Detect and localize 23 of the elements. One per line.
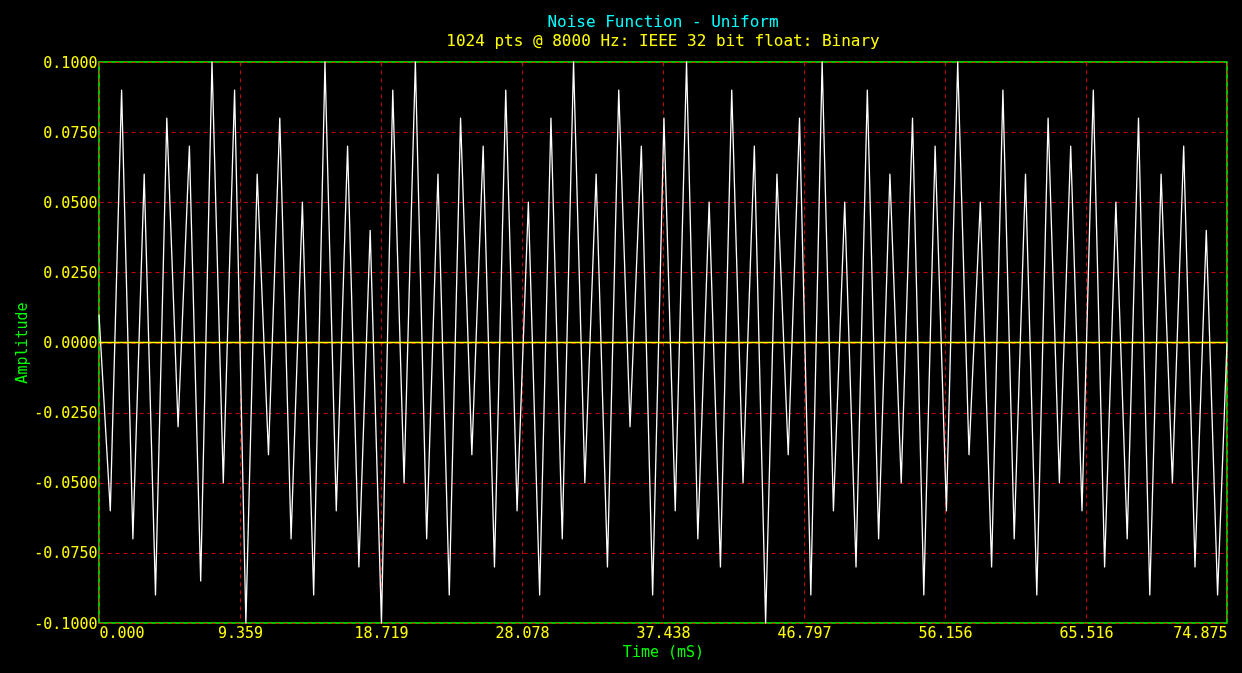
x-tick-label: 56.156 [918,623,973,642]
y-tick-label: -0.1000 [34,614,98,633]
x-tick-label: 28.078 [495,623,550,642]
x-tick-label: 46.797 [777,623,832,642]
y-tick-label: 0.1000 [43,53,98,72]
y-tick-label: 0.0500 [43,193,98,212]
x-tick-label: 18.719 [354,623,409,642]
x-tick-label: 0.000 [99,623,145,642]
y-tick-label: 0.0750 [43,123,98,142]
chart-title: Noise Function - Uniform [547,12,779,31]
chart-subtitle: 1024 pts @ 8000 Hz: IEEE 32 bit float: Binary [446,31,881,50]
x-axis-title: Time (mS) [622,642,705,661]
y-tick-label: 0.0000 [43,334,98,352]
y-tick-label: 0.0250 [43,263,98,282]
line-series [98,61,1228,624]
y-tick-label: -0.0750 [34,544,98,563]
x-tick-label: 9.359 [217,623,264,642]
y-tick-label: -0.0500 [34,474,98,493]
x-tick-label: 74.875 [1173,623,1228,642]
x-tick-label: 37.438 [636,623,691,642]
y-axis-title: Amplitude [13,302,32,384]
y-tick-label: -0.0250 [34,404,98,423]
x-tick-label: 65.516 [1059,623,1114,642]
